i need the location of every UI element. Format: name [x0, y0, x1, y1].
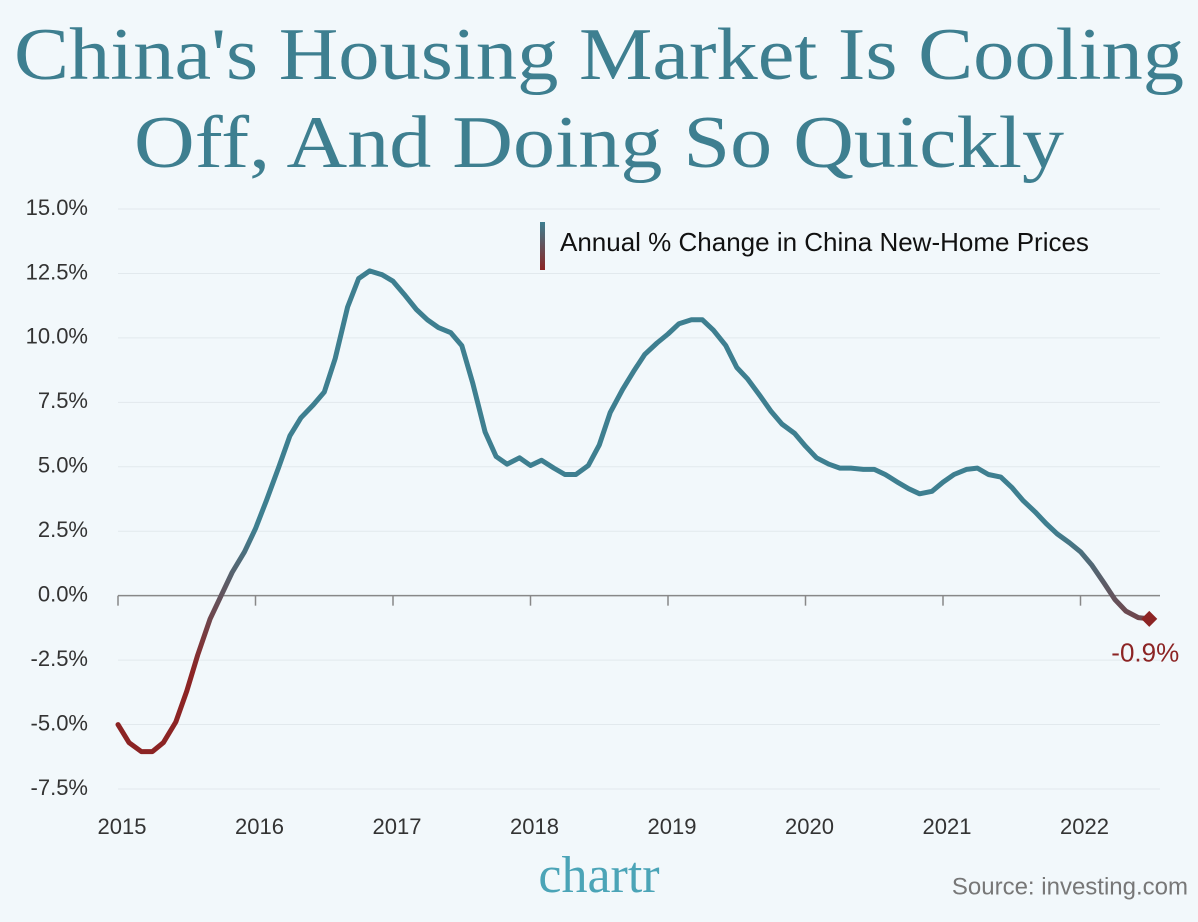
y-tick-label: -7.5%: [31, 775, 88, 800]
x-tick-label: 2021: [923, 814, 972, 839]
y-tick-label: 2.5%: [38, 517, 88, 542]
y-tick-label: -5.0%: [31, 710, 88, 735]
chart-title: China's Housing Market Is Cooling: [14, 14, 1184, 96]
data-line: [115, 268, 1152, 755]
x-tick-label: 2016: [235, 814, 284, 839]
chart-title: Off, And Doing So Quickly: [134, 102, 1064, 184]
x-tick-label: 2017: [373, 814, 422, 839]
legend-swatch: [540, 222, 545, 270]
end-label: -0.9%: [1111, 638, 1179, 668]
y-tick-label: 0.0%: [38, 581, 88, 606]
x-tick-label: 2019: [648, 814, 697, 839]
y-tick-label: 10.0%: [26, 324, 88, 349]
brand-logo: chartr: [538, 847, 659, 904]
x-tick-label: 2015: [98, 814, 147, 839]
y-tick-label: -2.5%: [31, 646, 88, 671]
source-note: Source: investing.com: [952, 873, 1188, 900]
x-tick-label: 2020: [785, 814, 834, 839]
y-tick-label: 15.0%: [26, 195, 88, 220]
y-tick-label: 12.5%: [26, 259, 88, 284]
x-tick-label: 2018: [510, 814, 559, 839]
end-marker: [1141, 610, 1158, 627]
legend-label: Annual % Change in China New-Home Prices: [560, 227, 1089, 257]
y-tick-label: 7.5%: [38, 388, 88, 413]
x-tick-label: 2022: [1060, 814, 1109, 839]
y-tick-label: 5.0%: [38, 453, 88, 478]
